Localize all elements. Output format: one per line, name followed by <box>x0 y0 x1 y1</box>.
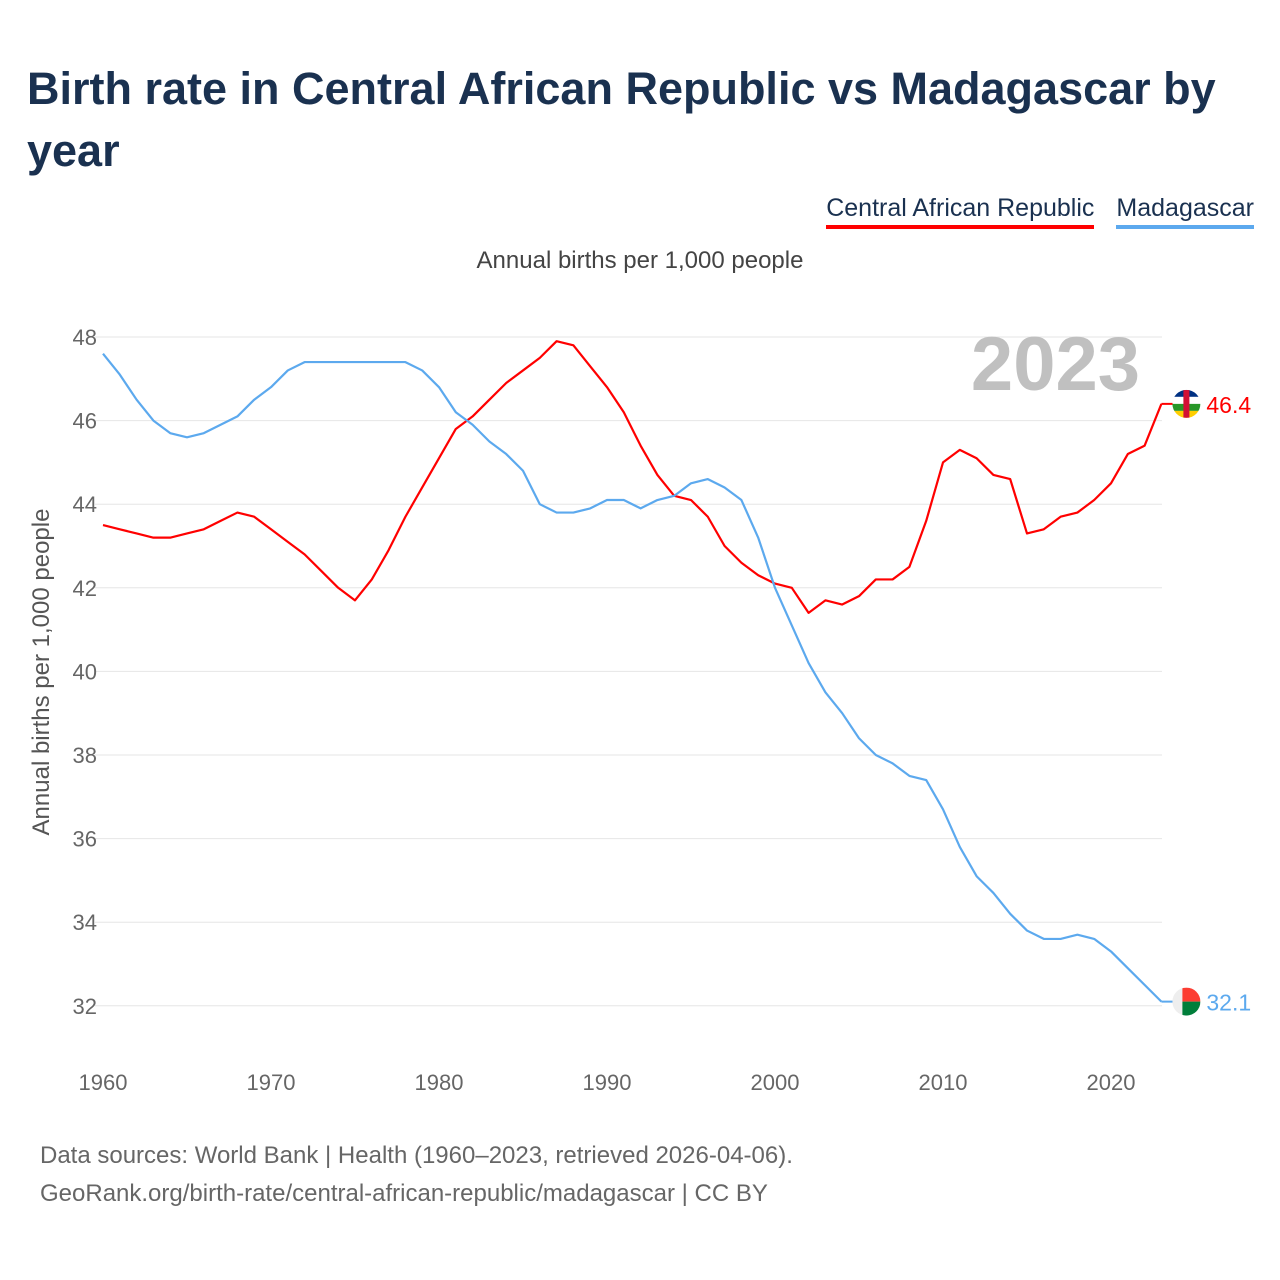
series-line-madagascar <box>102 353 1163 1003</box>
x-tick-label: 2010 <box>919 1070 968 1095</box>
x-tick-label: 2020 <box>1087 1070 1136 1095</box>
end-value-label-madagascar: 32.1 <box>1206 990 1251 1016</box>
legend: Central African Republic Madagascar <box>826 194 1254 229</box>
source-note: Data sources: World Bank | Health (1960–… <box>40 1137 793 1213</box>
y-tick-label: 34 <box>73 910 97 935</box>
source-line-2[interactable]: GeoRank.org/birth-rate/central-african-r… <box>40 1180 768 1207</box>
end-value-label-central-african-republic: 46.4 <box>1206 392 1251 418</box>
x-tick-label: 1970 <box>247 1070 296 1095</box>
chart-title: Birth rate in Central African Republic v… <box>27 63 1216 176</box>
y-tick-label: 42 <box>73 576 97 601</box>
source-line-1: Data sources: World Bank | Health (1960–… <box>40 1142 793 1169</box>
legend-item-madagascar[interactable]: Madagascar <box>1116 194 1254 229</box>
legend-item-central-african-republic[interactable]: Central African Republic <box>826 194 1095 229</box>
y-tick-label: 38 <box>73 743 97 768</box>
y-tick-label: 44 <box>73 492 97 517</box>
x-tick-label: 1990 <box>583 1070 632 1095</box>
x-tick-label: 1980 <box>415 1070 464 1095</box>
year-watermark: 2023 <box>971 322 1140 407</box>
y-tick-label: 32 <box>73 994 97 1019</box>
chart-subtitle: Annual births per 1,000 people <box>476 247 804 274</box>
madagascar-flag-icon <box>1172 987 1201 1016</box>
x-tick-label: 1960 <box>79 1070 128 1095</box>
central-african-republic-flag-icon <box>1172 389 1201 418</box>
x-tick-label: 2000 <box>751 1070 800 1095</box>
y-tick-label: 48 <box>73 325 97 350</box>
y-tick-label: 46 <box>73 409 97 434</box>
series-line-central-african-republic <box>102 340 1163 614</box>
y-tick-label: 36 <box>73 827 97 852</box>
y-tick-label: 40 <box>73 659 97 684</box>
